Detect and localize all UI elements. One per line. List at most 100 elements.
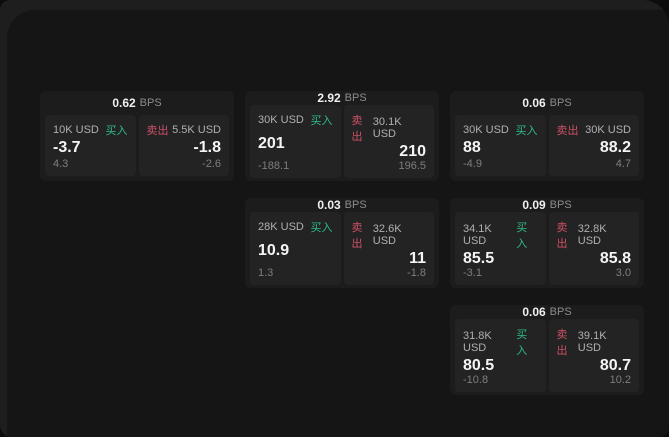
buy-panel-top: 31.8K USD 买入 (463, 326, 538, 358)
buy-side-label: 买入 (310, 115, 333, 127)
sell-panel-top: 卖出 32.6K USD (352, 219, 427, 251)
buy-panel-top: 10K USD 买入 (53, 122, 128, 138)
buy-panel[interactable]: 31.8K USD 买入 80.5 -10.8 (455, 319, 546, 392)
sell-side-label: 卖出 (556, 125, 579, 137)
buy-panel-top: 30K USD 买入 (258, 112, 333, 128)
buy-price: 85.5 (463, 250, 495, 267)
quote-card-grid: 0.62 BPS 10K USD 买入 -3.7 4.3 卖出 5.5K USD… (40, 91, 644, 395)
quote-panels: 28K USD 买入 10.9 1.3 卖出 32.6K USD 11 -1.8 (250, 212, 434, 285)
sell-panel[interactable]: 卖出 32.8K USD 85.8 3.0 (548, 212, 639, 285)
buy-change: -4.9 (463, 158, 482, 170)
quote-card: 2.92 BPS 30K USD 买入 201 -188.1 卖出 30.1K … (245, 91, 439, 181)
main-content-panel: 0.62 BPS 10K USD 买入 -3.7 4.3 卖出 5.5K USD… (7, 10, 669, 437)
buy-amount: 28K USD (258, 221, 304, 233)
sell-panel-top: 卖出 30.1K USD (352, 112, 427, 144)
bps-header: 2.92 BPS (250, 91, 434, 105)
sell-price: 11 (409, 250, 426, 267)
buy-side-label: 买入 (516, 222, 528, 250)
sell-panel-top: 卖出 39.1K USD (557, 326, 632, 358)
bps-header: 0.62 BPS (45, 91, 229, 115)
buy-amount: 31.8K USD (463, 330, 492, 354)
sell-amount: 39.1K USD (577, 330, 607, 354)
buy-change: -3.1 (463, 267, 482, 279)
quote-card: 0.09 BPS 34.1K USD 买入 85.5 -3.1 卖出 32.8K… (450, 198, 644, 288)
buy-panel[interactable]: 10K USD 买入 -3.7 4.3 (45, 115, 136, 176)
bps-header: 0.09 BPS (455, 198, 639, 212)
sell-change: -1.8 (407, 267, 426, 279)
bps-unit-label: BPS (549, 97, 572, 109)
buy-panel-top: 34.1K USD 买入 (463, 219, 538, 251)
bps-value: 2.92 (317, 91, 341, 105)
buy-panel[interactable]: 30K USD 买入 88 -4.9 (455, 115, 546, 176)
sell-price: 85.8 (599, 250, 631, 267)
buy-side-label: 买入 (515, 125, 538, 137)
sell-side-label: 卖出 (556, 222, 568, 250)
buy-amount: 30K USD (258, 114, 304, 126)
bps-unit-label: BPS (549, 199, 572, 211)
sell-amount: 32.8K USD (577, 223, 607, 247)
sell-panel[interactable]: 卖出 39.1K USD 80.7 10.2 (548, 319, 639, 392)
sell-panel[interactable]: 卖出 30.1K USD 210 196.5 (343, 105, 434, 178)
bps-value: 0.06 (522, 305, 546, 319)
buy-change: -10.8 (463, 374, 489, 386)
quote-panels: 10K USD 买入 -3.7 4.3 卖出 5.5K USD -1.8 -2.… (45, 115, 229, 176)
buy-price: 10.9 (258, 242, 290, 259)
sell-panel[interactable]: 卖出 32.6K USD 11 -1.8 (343, 212, 434, 285)
buy-amount: 34.1K USD (463, 223, 492, 247)
sell-side-label: 卖出 (556, 329, 568, 357)
sell-amount: 30K USD (585, 124, 631, 136)
sell-amount: 5.5K USD (172, 124, 221, 136)
sell-price: -1.8 (193, 139, 221, 156)
bps-header: 0.03 BPS (250, 198, 434, 212)
buy-side-label: 买入 (310, 222, 333, 234)
buy-price: 80.5 (463, 357, 495, 374)
bps-value: 0.03 (317, 198, 341, 212)
sell-panel-top: 卖出 30K USD (557, 122, 632, 138)
quote-panels: 30K USD 买入 88 -4.9 卖出 30K USD 88.2 4.7 (455, 115, 639, 176)
sell-panel[interactable]: 卖出 30K USD 88.2 4.7 (548, 115, 639, 176)
sell-side-label: 卖出 (351, 115, 363, 143)
sell-change: -2.6 (202, 158, 221, 170)
buy-panel[interactable]: 34.1K USD 买入 85.5 -3.1 (455, 212, 546, 285)
bps-unit-label: BPS (549, 306, 572, 318)
buy-panel-top: 30K USD 买入 (463, 122, 538, 138)
sell-panel[interactable]: 卖出 5.5K USD -1.8 -2.6 (138, 115, 229, 176)
buy-price: 201 (258, 135, 285, 152)
sell-change: 3.0 (615, 267, 631, 279)
bps-value: 0.06 (522, 96, 546, 110)
bps-unit-label: BPS (344, 199, 367, 211)
bps-value: 0.62 (112, 96, 136, 110)
quote-card: 0.03 BPS 28K USD 买入 10.9 1.3 卖出 32.6K US… (245, 198, 439, 288)
quote-card: 0.62 BPS 10K USD 买入 -3.7 4.3 卖出 5.5K USD… (40, 91, 234, 181)
quote-panels: 30K USD 买入 201 -188.1 卖出 30.1K USD 210 1… (250, 105, 434, 178)
buy-price: -3.7 (53, 139, 81, 156)
quote-panels: 31.8K USD 买入 80.5 -10.8 卖出 39.1K USD 80.… (455, 319, 639, 392)
quote-card: 0.06 BPS 31.8K USD 买入 80.5 -10.8 卖出 39.1… (450, 305, 644, 395)
sell-price: 80.7 (599, 357, 631, 374)
buy-side-label: 买入 (516, 329, 528, 357)
quote-panels: 34.1K USD 买入 85.5 -3.1 卖出 32.8K USD 85.8… (455, 212, 639, 285)
sell-change: 196.5 (398, 160, 426, 172)
buy-panel-top: 28K USD 买入 (258, 219, 333, 235)
buy-panel[interactable]: 28K USD 买入 10.9 1.3 (250, 212, 341, 285)
buy-amount: 10K USD (53, 124, 99, 136)
sell-panel-top: 卖出 32.8K USD (557, 219, 632, 251)
sell-change: 10.2 (609, 374, 631, 386)
quote-card: 0.06 BPS 30K USD 买入 88 -4.9 卖出 30K USD 8… (450, 91, 644, 181)
bps-header: 0.06 BPS (455, 305, 639, 319)
sell-panel-top: 卖出 5.5K USD (147, 122, 222, 138)
bps-unit-label: BPS (139, 97, 162, 109)
sell-price: 210 (399, 143, 426, 160)
buy-price: 88 (463, 139, 481, 156)
bps-unit-label: BPS (344, 92, 367, 104)
buy-amount: 30K USD (463, 124, 509, 136)
buy-panel[interactable]: 30K USD 买入 201 -188.1 (250, 105, 341, 178)
sell-amount: 32.6K USD (372, 223, 402, 247)
bps-value: 0.09 (522, 198, 546, 212)
sell-side-label: 卖出 (146, 125, 169, 137)
sell-side-label: 卖出 (351, 222, 363, 250)
sell-price: 88.2 (599, 139, 631, 156)
buy-side-label: 买入 (105, 125, 128, 137)
sell-amount: 30.1K USD (372, 116, 402, 140)
